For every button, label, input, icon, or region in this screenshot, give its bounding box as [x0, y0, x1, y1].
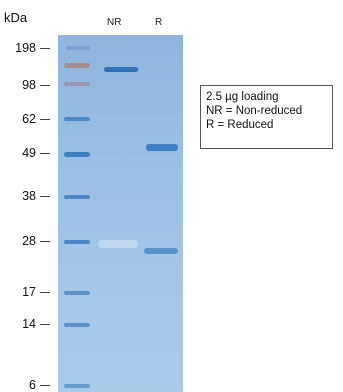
marker-label-49: 49 [22, 146, 36, 160]
marker-label-28: 28 [22, 234, 36, 248]
marker-tick-62 [40, 119, 50, 120]
ladder-band [64, 152, 90, 157]
lane-label-nr: NR [107, 17, 122, 28]
marker-tick-14 [40, 324, 50, 325]
lane-label-r: R [155, 17, 163, 28]
r-heavy-chain-band [146, 144, 178, 151]
marker-label-6: 6 [29, 378, 36, 392]
kda-axis-label: kDa [4, 10, 28, 25]
marker-label-38: 38 [22, 189, 36, 203]
marker-tick-198 [40, 48, 50, 49]
marker-tick-38 [40, 196, 50, 197]
marker-label-17: 17 [22, 285, 36, 299]
ladder-band [64, 82, 90, 86]
legend-box: 2.5 µg loading NR = Non-reduced R = Redu… [200, 85, 333, 149]
nr-band [104, 67, 138, 72]
legend-nr: NR = Non-reduced [206, 105, 303, 117]
legend-loading: 2.5 µg loading [206, 91, 279, 103]
ladder-band [66, 46, 90, 50]
ladder-band [64, 117, 90, 121]
r-light-chain-band [144, 248, 178, 254]
ladder-band [64, 384, 90, 388]
marker-label-98: 98 [22, 78, 36, 92]
ladder-band [64, 195, 90, 199]
marker-tick-98 [40, 85, 50, 86]
gel-image [58, 35, 183, 392]
ladder-band [64, 240, 90, 244]
nr-faint-band [98, 240, 138, 248]
marker-tick-49 [40, 153, 50, 154]
ladder-band [64, 291, 90, 295]
marker-label-62: 62 [22, 112, 36, 126]
legend-r: R = Reduced [206, 119, 274, 131]
marker-tick-28 [40, 241, 50, 242]
ladder-band [64, 323, 90, 327]
marker-label-198: 198 [15, 41, 36, 55]
ladder-band [64, 63, 90, 68]
marker-label-14: 14 [22, 317, 36, 331]
marker-tick-6 [40, 385, 50, 386]
marker-tick-17 [40, 292, 50, 293]
